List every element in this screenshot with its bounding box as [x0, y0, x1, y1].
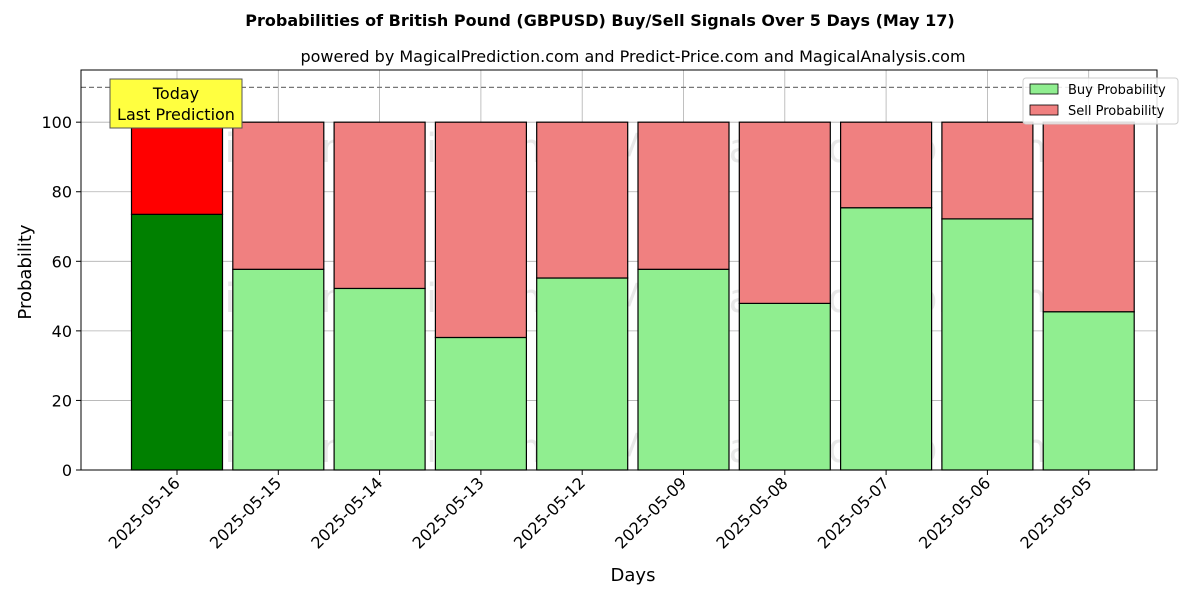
chart-title: Probabilities of British Pound (GBPUSD) …	[245, 11, 954, 30]
x-tick-label: 2025-05-06	[915, 473, 994, 552]
bar-buy-2025-05-13	[434, 336, 527, 471]
y-tick-label: 80	[52, 183, 72, 202]
x-tick-label: 2025-05-08	[712, 473, 791, 552]
legend-swatch-buy	[1029, 83, 1059, 95]
legend-frame	[1022, 77, 1179, 125]
legend-swatch-sell	[1029, 104, 1059, 116]
bar-buy-2025-05-12	[536, 277, 629, 471]
x-tick-label: 2025-05-09	[611, 473, 690, 552]
annotation-line-last-prediction: Last Prediction	[117, 105, 235, 124]
x-tick-label: 2025-05-07	[814, 473, 893, 552]
y-tick-label: 100	[41, 113, 72, 132]
y-axis-label: Probability	[15, 224, 36, 319]
bar-buy-2025-05-15	[232, 268, 325, 471]
bar-buy-2025-05-09	[637, 268, 730, 471]
annotation-line-today: Today	[152, 84, 199, 103]
bar-sell-2025-05-12	[536, 121, 629, 279]
y-tick-label: 0	[62, 461, 72, 480]
chart-subtitle: powered by MagicalPrediction.com and Pre…	[300, 47, 965, 66]
bar-buy-2025-05-14	[333, 287, 426, 471]
bar-sell-2025-05-05	[1042, 121, 1135, 313]
legend-label-buy: Buy Probability	[1068, 83, 1166, 98]
x-axis-label: Days	[611, 565, 656, 586]
y-tick-label: 20	[52, 391, 72, 410]
bar-sell-2025-05-06	[941, 121, 1034, 220]
legend-label-sell: Sell Probability	[1068, 104, 1165, 119]
x-tick-label: 2025-05-15	[206, 473, 285, 552]
bar-sell-2025-05-08	[738, 121, 831, 304]
x-tick-label: 2025-05-13	[409, 473, 488, 552]
y-tick-label: 60	[52, 252, 72, 271]
bar-sell-2025-05-13	[434, 121, 527, 339]
x-tick-label: 2025-05-16	[105, 473, 184, 552]
legend: Buy Probability Sell Probability	[1022, 77, 1179, 125]
bar-sell-2025-05-16	[130, 121, 224, 215]
bars-group	[130, 121, 1135, 471]
annotation-box	[109, 78, 243, 129]
x-tick-label: 2025-05-12	[510, 473, 589, 552]
today-annotation: Today Last Prediction	[109, 78, 243, 129]
x-tick-label: 2025-05-05	[1016, 473, 1095, 552]
bar-sell-2025-05-14	[333, 121, 426, 290]
y-tick-label: 40	[52, 322, 72, 341]
bar-buy-2025-05-07	[839, 207, 933, 471]
bar-buy-2025-05-08	[738, 302, 831, 471]
bar-sell-2025-05-15	[232, 121, 325, 270]
bar-buy-2025-05-06	[941, 218, 1034, 471]
plot-frame	[80, 69, 1158, 471]
bar-buy-2025-05-16	[130, 213, 224, 471]
bar-sell-2025-05-07	[839, 121, 933, 209]
bar-sell-2025-05-09	[637, 121, 730, 270]
x-tick-label: 2025-05-14	[307, 473, 386, 552]
bar-buy-2025-05-05	[1042, 311, 1135, 471]
